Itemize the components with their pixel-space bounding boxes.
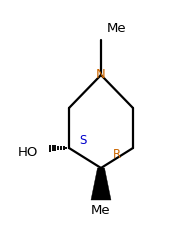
Text: N: N [96, 69, 106, 81]
Text: Me: Me [107, 22, 127, 35]
Text: S: S [79, 133, 87, 146]
Text: Me: Me [91, 203, 111, 217]
Text: R: R [113, 148, 121, 161]
Text: HO: HO [18, 146, 38, 158]
Polygon shape [91, 168, 111, 200]
